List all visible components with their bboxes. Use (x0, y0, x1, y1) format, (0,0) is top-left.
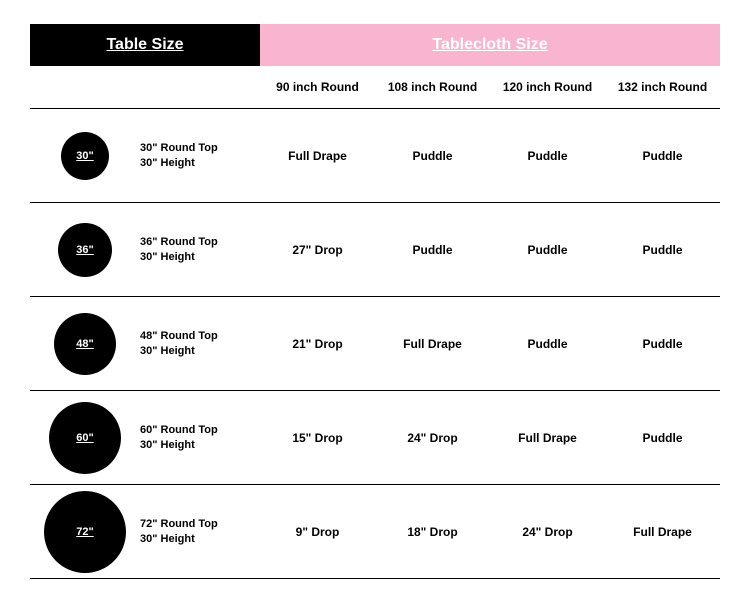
circle-holder: 60" (44, 402, 126, 474)
data-cell: 24" Drop (375, 431, 490, 445)
size-circle-icon: 30" (61, 132, 109, 180)
subheader-spacer (30, 66, 260, 108)
header-row: Table Size Tablecloth Size (30, 24, 720, 66)
column-header: 132 inch Round (605, 66, 720, 108)
row-left: 72" 72" Round Top30" Height (30, 491, 260, 573)
circle-holder: 36" (44, 223, 126, 277)
data-cell: Full Drape (605, 525, 720, 539)
data-cell: 9" Drop (260, 525, 375, 539)
data-cell: Puddle (605, 149, 720, 163)
desc-line1: 48" Round Top (140, 329, 218, 344)
subheader-row: 90 inch Round 108 inch Round 120 inch Ro… (30, 66, 720, 109)
size-circle-icon: 72" (44, 491, 126, 573)
table-row: 72" 72" Round Top30" Height 9" Drop18" Dro… (30, 485, 720, 579)
data-cell: Full Drape (490, 431, 605, 445)
circle-holder: 30" (44, 132, 126, 180)
data-cell: Full Drape (375, 337, 490, 351)
data-cell: Puddle (375, 243, 490, 257)
data-cell: 21" Drop (260, 337, 375, 351)
table-row: 30"30" Round Top30" HeightFull DrapePudd… (30, 109, 720, 203)
data-cell: Puddle (490, 337, 605, 351)
desc-line1: 36" Round Top (140, 235, 218, 250)
header-tablecloth-size: Tablecloth Size (260, 24, 720, 66)
desc-line2: 30" Height (140, 438, 218, 453)
row-left: 48" 48" Round Top30" Height (30, 313, 260, 375)
size-description: 48" Round Top30" Height (140, 329, 218, 359)
column-header: 90 inch Round (260, 66, 375, 108)
data-cell: 18" Drop (375, 525, 490, 539)
desc-line1: 30" Round Top (140, 141, 218, 156)
data-cell: 24" Drop (490, 525, 605, 539)
size-circle-icon: 36" (58, 223, 112, 277)
rows-container: 30"30" Round Top30" HeightFull DrapePudd… (30, 109, 720, 579)
desc-line2: 30" Height (140, 250, 218, 265)
desc-line1: 72" Round Top (140, 517, 218, 532)
data-cell: Puddle (375, 149, 490, 163)
table-container: Table Size Tablecloth Size 90 inch Round… (0, 0, 750, 603)
data-cell: 27" Drop (260, 243, 375, 257)
row-left: 30" 30" Round Top30" Height (30, 132, 260, 180)
desc-line1: 60" Round Top (140, 423, 218, 438)
data-cell: Puddle (605, 243, 720, 257)
table-row: 36"36" Round Top30" Height27" DropPuddle… (30, 203, 720, 297)
desc-line2: 30" Height (140, 344, 218, 359)
desc-line2: 30" Height (140, 532, 218, 547)
circle-holder: 48" (44, 313, 126, 375)
column-header: 120 inch Round (490, 66, 605, 108)
header-table-size: Table Size (30, 24, 260, 66)
data-cell: Puddle (490, 243, 605, 257)
data-cell: Puddle (605, 431, 720, 445)
size-description: 60" Round Top30" Height (140, 423, 218, 453)
data-cell: Puddle (605, 337, 720, 351)
table-row: 48" 48" Round Top30" Height 21" DropFull D… (30, 297, 720, 391)
circle-holder: 72" (44, 491, 126, 573)
size-description: 36" Round Top30" Height (140, 235, 218, 265)
data-cell: Full Drape (260, 149, 375, 163)
table-row: 60" 60" Round Top30" Height 15" Drop24" Dr… (30, 391, 720, 485)
size-circle-icon: 60" (49, 402, 121, 474)
data-cell: 15" Drop (260, 431, 375, 445)
desc-line2: 30" Height (140, 156, 218, 171)
row-left: 36" 36" Round Top30" Height (30, 223, 260, 277)
column-header: 108 inch Round (375, 66, 490, 108)
data-cell: Puddle (490, 149, 605, 163)
size-circle-icon: 48" (54, 313, 116, 375)
size-description: 30" Round Top30" Height (140, 141, 218, 171)
size-description: 72" Round Top30" Height (140, 517, 218, 547)
row-left: 60" 60" Round Top30" Height (30, 402, 260, 474)
